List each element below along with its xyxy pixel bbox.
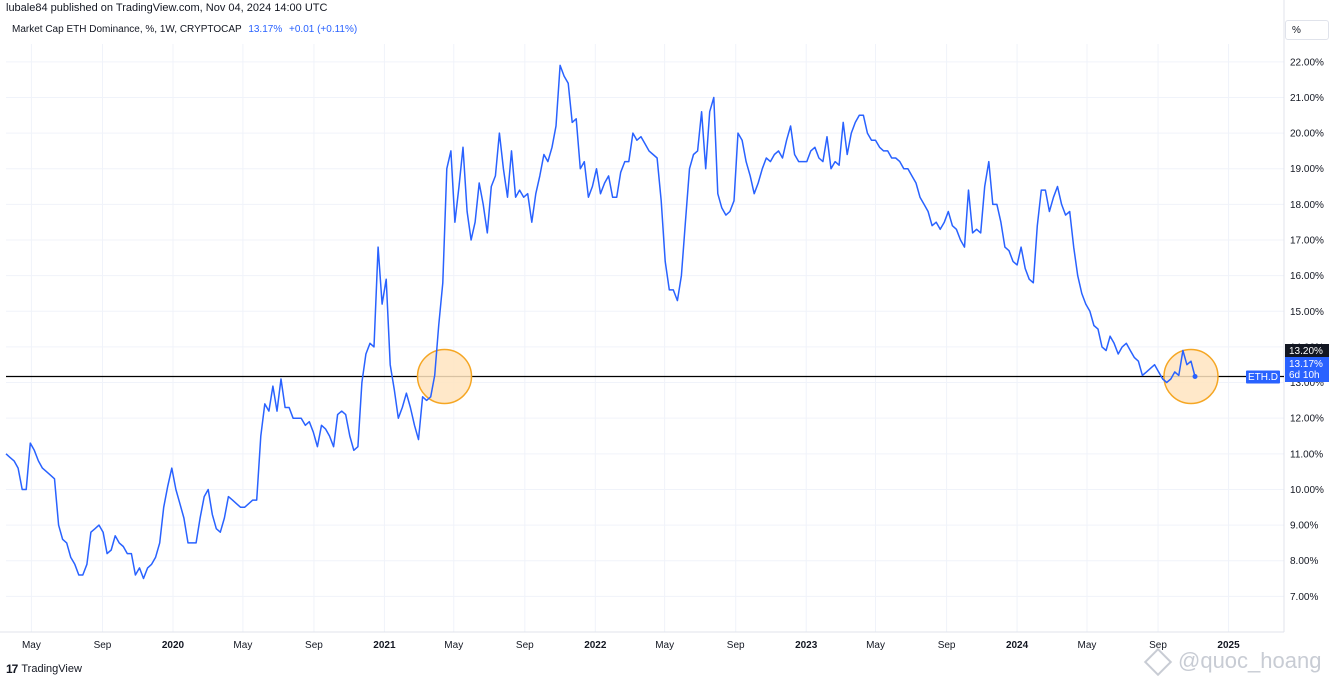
y-tick-label: 11.00% xyxy=(1290,449,1323,460)
series-line xyxy=(5,64,1196,580)
binance-logo-icon xyxy=(1143,648,1173,677)
y-tick-label: 15.00% xyxy=(1290,307,1324,318)
symbol-description: Market Cap ETH Dominance, %, 1W, CRYPTOC… xyxy=(12,24,242,35)
y-tick-label: 19.00% xyxy=(1290,164,1324,175)
brand-label: TradingView xyxy=(21,663,82,675)
highlight-circle xyxy=(1163,348,1219,405)
symbol-tag xyxy=(1246,370,1280,384)
symbol-legend: Market Cap ETH Dominance, %, 1W, CRYPTOC… xyxy=(12,24,357,35)
y-tick-label: 21.00% xyxy=(1290,93,1324,104)
x-tick-label: Sep xyxy=(938,640,956,651)
y-tick-label: 18.00% xyxy=(1290,200,1324,211)
last-point xyxy=(1192,373,1198,379)
x-tick-label: 2025 xyxy=(1217,640,1240,651)
y-tick-label: 13.00% xyxy=(1290,378,1324,389)
y-tick-label: 20.00% xyxy=(1290,129,1324,140)
tradingview-logo-icon: 17 xyxy=(6,662,18,676)
unit-button[interactable]: % xyxy=(1285,20,1329,40)
price-label-blue xyxy=(1285,357,1329,382)
x-tick-label: May xyxy=(866,640,885,651)
x-tick-label: May xyxy=(1078,640,1097,651)
y-tick-label: 17.00% xyxy=(1290,236,1324,247)
x-tick-label: 2021 xyxy=(373,640,396,651)
x-tick-label: Sep xyxy=(1149,640,1167,651)
y-tick-label: 9.00% xyxy=(1290,521,1318,532)
x-tick-label: Sep xyxy=(727,640,745,651)
highlight-circle xyxy=(416,348,473,405)
price-label-blue-text: 13.17% xyxy=(1289,359,1323,370)
x-tick-label: 2024 xyxy=(1006,640,1029,651)
footer: 17 TradingView xyxy=(6,662,82,676)
price-label-dark-text: 13.20% xyxy=(1289,346,1323,357)
symbol-tag-label: ETH.D xyxy=(1248,372,1278,383)
y-tick-label: 16.00% xyxy=(1290,271,1324,282)
publisher-line: lubale84 published on TradingView.com, N… xyxy=(6,2,328,14)
y-tick-label: 8.00% xyxy=(1290,556,1318,567)
y-tick-label: 22.00% xyxy=(1290,57,1324,68)
x-tick-label: Sep xyxy=(516,640,534,651)
y-tick-label: 12.00% xyxy=(1290,414,1324,425)
x-tick-label: May xyxy=(444,640,463,651)
x-tick-label: May xyxy=(233,640,252,651)
x-tick-label: Sep xyxy=(94,640,112,651)
x-tick-label: 2022 xyxy=(584,640,607,651)
price-label-blue-text: 6d 10h xyxy=(1289,370,1320,381)
y-tick-label: 7.00% xyxy=(1290,592,1318,603)
x-tick-label: 2023 xyxy=(795,640,818,651)
last-value: 13.17% xyxy=(248,24,283,35)
watermark: @quoc_hoang xyxy=(1143,648,1321,677)
x-tick-label: May xyxy=(655,640,674,651)
x-tick-label: 2020 xyxy=(162,640,185,651)
change-value: +0.01 (+0.11%) xyxy=(289,24,358,35)
x-tick-label: May xyxy=(22,640,41,651)
price-label-dark xyxy=(1285,344,1329,357)
x-tick-label: Sep xyxy=(305,640,323,651)
y-tick-label: 10.00% xyxy=(1290,485,1324,496)
